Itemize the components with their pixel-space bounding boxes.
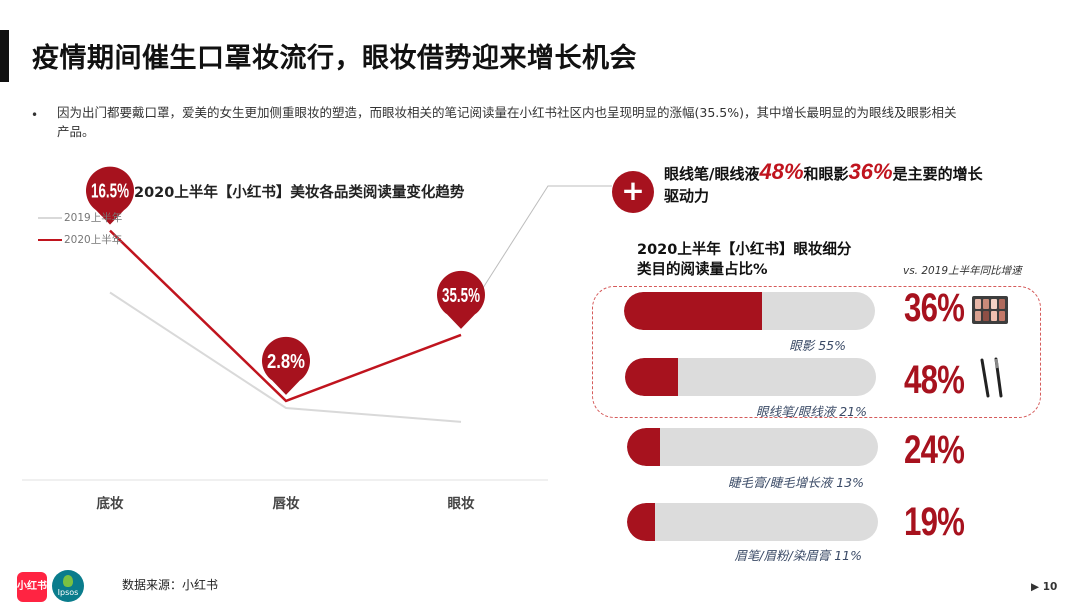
page-marker: ▶ xyxy=(1031,581,1040,593)
x-tick-label: 唇妆 xyxy=(272,496,300,512)
callout-num2: 36% xyxy=(848,159,893,184)
pin-value-label: 16.5% xyxy=(91,181,129,203)
logo-ipsos-dot xyxy=(63,575,73,587)
plus-icon: + xyxy=(612,171,654,213)
logo-xhs-text: 小红书 xyxy=(17,581,47,592)
ipsos-logo: Ipsos xyxy=(52,570,84,602)
bar-value-label: 眼影 55% xyxy=(789,338,846,353)
callout-part3: 是主要的增长驱动力 xyxy=(664,165,983,205)
data-source: 数据来源：小红书 xyxy=(122,578,219,592)
bar-value-label: 眉笔/眉粉/染眉膏 11% xyxy=(734,548,862,563)
legend-item-2019: 2019上半年 xyxy=(38,210,122,225)
pin-shape xyxy=(262,336,310,395)
growth-pin-marker: 35.5% xyxy=(437,270,485,329)
xiaohongshu-logo: 小红书 xyxy=(17,572,47,602)
growth-rate: 19% xyxy=(904,500,965,544)
eyeshadow-palette-icon xyxy=(972,296,1008,324)
bar-fill xyxy=(627,503,655,541)
growth-note: vs. 2019上半年同比增速 xyxy=(903,265,1022,277)
pin-shape xyxy=(86,166,134,225)
growth-rate: 36% xyxy=(904,286,965,330)
page-number-value: 10 xyxy=(1042,581,1058,593)
bar-fill xyxy=(625,358,678,396)
bar-track xyxy=(627,428,878,466)
highlight-box xyxy=(592,286,1041,418)
legend-label-2020: 2020上半年 xyxy=(64,234,123,246)
bar-fill xyxy=(627,428,660,466)
bar-value-label: 睫毛膏/睫毛增长液 13% xyxy=(728,475,864,490)
bar-fill xyxy=(624,292,763,330)
growth-rate: 24% xyxy=(904,428,965,472)
series-line-2019 xyxy=(109,291,462,423)
growth-pin-marker: 16.5% xyxy=(86,166,134,225)
pin-shape xyxy=(437,270,485,329)
callout-part1: 眼线笔/眼线液 xyxy=(664,165,760,183)
growth-pin-marker: 2.8% xyxy=(262,336,310,395)
legend-label-2019: 2019上半年 xyxy=(64,212,123,224)
bar-track xyxy=(627,503,878,541)
page-number: ▶ 10 xyxy=(1031,581,1057,593)
bar-chart-title: 2020上半年【小红书】眼妆细分类目的阅读量占比% xyxy=(637,242,852,278)
title-accent-bar xyxy=(0,30,9,82)
pin-value-label: 35.5% xyxy=(442,285,480,307)
growth-rate: 48% xyxy=(904,358,965,402)
bar-value-label: 眼线笔/眼线液 21% xyxy=(756,404,867,419)
page-title: 疫情期间催生口罩妆流行，眼妆借势迎来增长机会 xyxy=(32,43,637,74)
bar-track xyxy=(624,292,875,330)
legend-swatch-2019 xyxy=(38,217,62,219)
x-tick-label: 眼妆 xyxy=(447,496,475,512)
bar-track xyxy=(625,358,876,396)
logo-ipsos-text: Ipsos xyxy=(57,588,79,597)
series-line-2020 xyxy=(109,229,462,403)
bullet-marker: • xyxy=(31,108,39,122)
legend-swatch-2020 xyxy=(38,239,62,241)
callout-text: 眼线笔/眼线液48%和眼影36%是主要的增长驱动力 xyxy=(664,161,994,207)
eyeliner-pens-icon xyxy=(980,357,1003,398)
legend-item-2020: 2020上半年 xyxy=(38,232,122,247)
x-tick-label: 底妆 xyxy=(96,496,124,512)
line-chart-title: 2020上半年【小红书】美妆各品类阅读量变化趋势 xyxy=(134,185,465,201)
callout-num1: 48% xyxy=(759,159,804,184)
callout-part2: 和眼影 xyxy=(803,165,849,183)
pin-value-label: 2.8% xyxy=(267,351,305,373)
callout-connector-line xyxy=(473,185,612,303)
bullet-text: 因为出门都要戴口罩，爱美的女生更加侧重眼妆的塑造，而眼妆相关的笔记阅读量在小红书… xyxy=(57,105,957,139)
